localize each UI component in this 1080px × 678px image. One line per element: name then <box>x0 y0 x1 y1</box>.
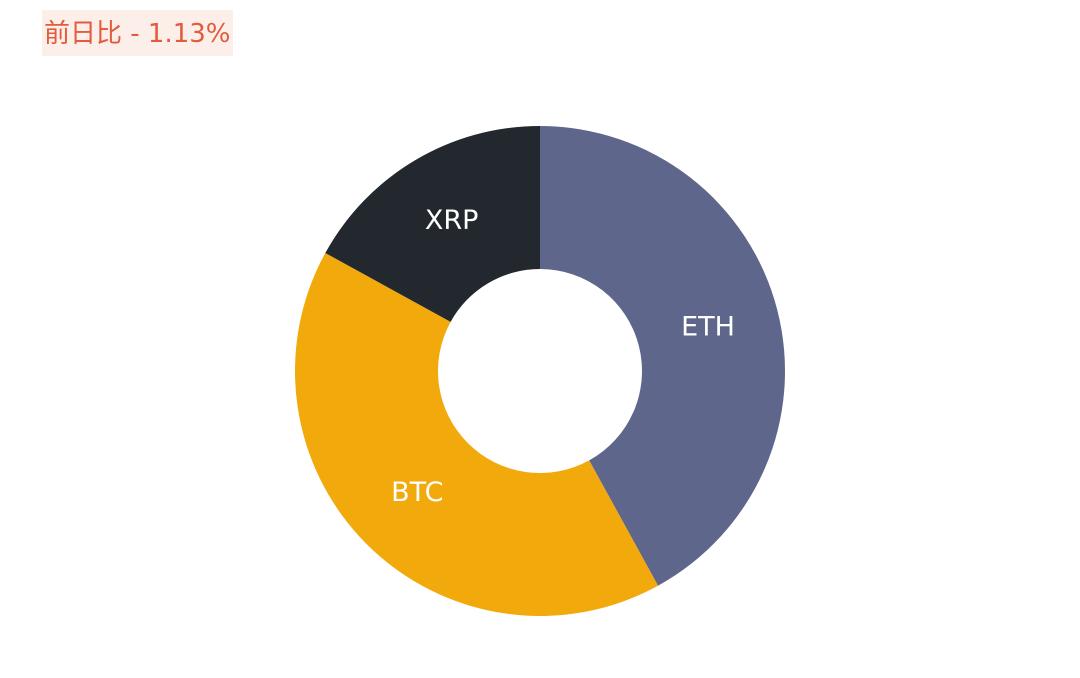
segment-label: ETH <box>681 311 735 342</box>
donut-segment <box>325 125 540 322</box>
chart-title: 前日比 - 1.13% <box>42 10 233 56</box>
donut-segment <box>294 252 659 617</box>
segment-label: XRP <box>425 205 479 236</box>
segment-label: BTC <box>391 477 443 508</box>
donut-segment <box>540 126 785 586</box>
